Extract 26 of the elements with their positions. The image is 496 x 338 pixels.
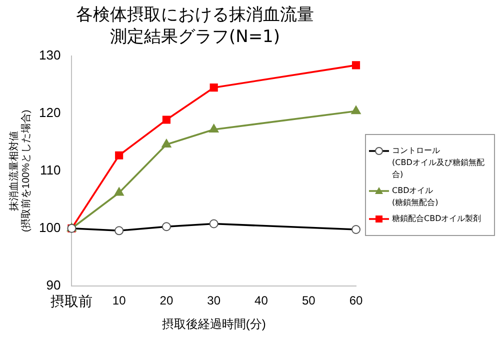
x-axis-title: 摂取後経過時間(分) bbox=[162, 317, 266, 332]
y-tick-label: 130 bbox=[38, 48, 61, 63]
y-tick-label: 110 bbox=[40, 162, 61, 178]
x-tick-label: 20 bbox=[160, 293, 174, 308]
point bbox=[114, 187, 124, 196]
point bbox=[351, 106, 361, 114]
point bbox=[352, 61, 360, 70]
x-tick-label: 40 bbox=[254, 293, 268, 308]
legend-label: CBDオイル (糖鎖無配合) bbox=[392, 185, 438, 209]
x-tick-label: 30 bbox=[207, 293, 221, 308]
x-tick-label: 50 bbox=[302, 293, 316, 308]
legend-label: コントロール (CBDオイル及び糖鎖無配合) bbox=[392, 145, 486, 181]
y-axis-title: 抹消血流量相対値 (摂取前を100%とした場合) bbox=[8, 110, 32, 232]
legend-label: 糖鎖配合CBDオイル製剤 bbox=[392, 213, 482, 225]
point bbox=[210, 84, 218, 92]
point bbox=[209, 124, 219, 133]
point bbox=[162, 116, 170, 124]
point bbox=[162, 138, 172, 148]
y-tick-label: 100 bbox=[38, 220, 61, 235]
chart-title: 各検体摂取における抹消血流量測定結果グラフ(N=1) bbox=[75, 4, 315, 48]
y-tick-label: 90 bbox=[46, 277, 61, 292]
x-tick-label: 10 bbox=[112, 293, 126, 308]
x-tick-label: 60 bbox=[349, 293, 363, 308]
y-tick-label: 120 bbox=[38, 105, 61, 120]
point bbox=[115, 151, 124, 160]
x-tick-label: 摂取前 bbox=[50, 293, 93, 310]
